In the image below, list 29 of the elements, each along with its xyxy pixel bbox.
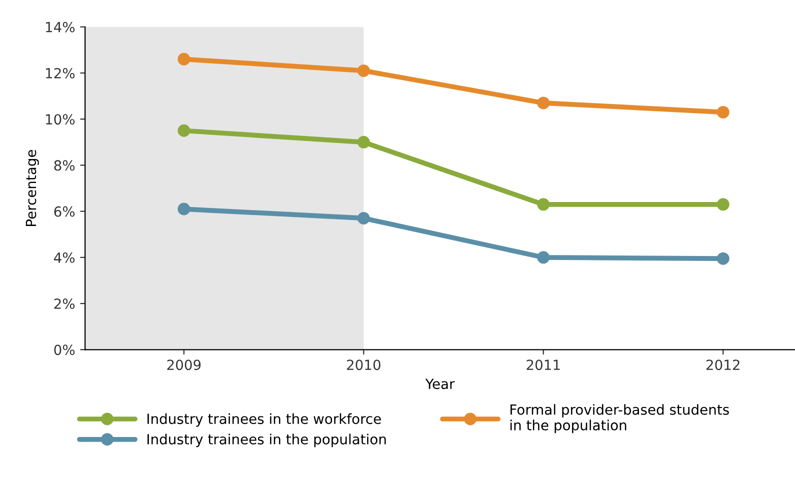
x-axis-title: Year [425,378,455,390]
y-tick-label: 0% [54,344,75,356]
x-tick-label: 2009 [167,360,201,370]
legend-label: Formal provider-based students in the population [510,404,729,434]
y-tick-label: 8% [54,160,75,171]
point [357,64,370,77]
y-tick-label: 2% [54,298,75,310]
point [716,252,730,265]
y-tick-label: 10% [46,114,75,125]
point [357,212,370,224]
point [537,251,550,264]
legend-label: Industry trainees in the population [148,434,386,448]
legend-label: Industry trainees in the workforce [148,413,381,427]
y-tick-label: 12% [46,68,75,78]
point [537,96,550,110]
point [178,124,190,137]
point [716,198,730,211]
y-tick-label: 6% [54,206,75,217]
point [357,136,370,148]
x-tick-label: 2011 [526,360,560,370]
y-axis-title: Percentage [26,150,39,226]
point [537,198,550,211]
point [716,106,730,118]
x-tick-label: 2010 [346,360,380,370]
point [178,52,190,66]
x-tick-label: 2012 [706,360,740,370]
point [178,202,190,216]
y-tick-label: 4% [54,252,75,263]
y-tick-label: 14% [46,22,75,32]
